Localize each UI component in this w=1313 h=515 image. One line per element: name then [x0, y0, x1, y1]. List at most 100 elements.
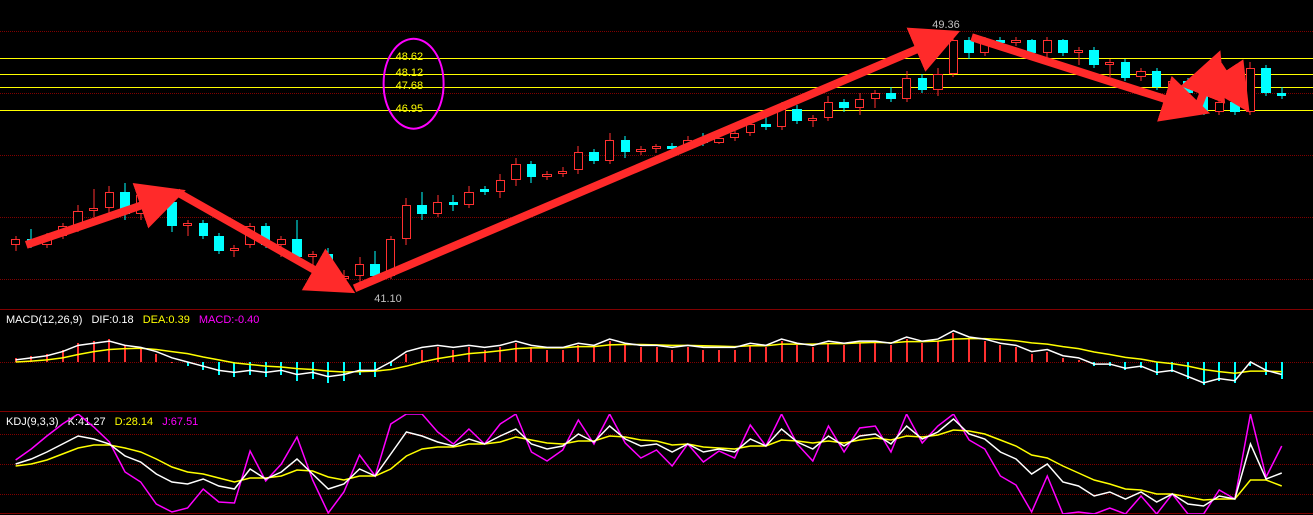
candle[interactable]	[308, 0, 317, 310]
candle[interactable]	[1261, 0, 1270, 310]
candle[interactable]	[855, 0, 864, 310]
candle[interactable]	[496, 0, 505, 310]
candle[interactable]	[152, 0, 161, 310]
candle[interactable]	[464, 0, 473, 310]
candle[interactable]	[636, 0, 645, 310]
macd-bar	[1109, 362, 1111, 366]
candle[interactable]	[1058, 0, 1067, 310]
candle[interactable]	[839, 0, 848, 310]
candle[interactable]	[1074, 0, 1083, 310]
candle[interactable]	[746, 0, 755, 310]
candle[interactable]	[1183, 0, 1192, 310]
candle[interactable]	[902, 0, 911, 310]
candle[interactable]	[1199, 0, 1208, 310]
candle[interactable]	[105, 0, 114, 310]
candle[interactable]	[996, 0, 1005, 310]
candle[interactable]	[730, 0, 739, 310]
macd-bar	[171, 362, 173, 363]
candle[interactable]	[1105, 0, 1114, 310]
candle[interactable]	[699, 0, 708, 310]
candle[interactable]	[574, 0, 583, 310]
candle[interactable]	[120, 0, 129, 310]
candle[interactable]	[355, 0, 364, 310]
candle[interactable]	[386, 0, 395, 310]
candle[interactable]	[417, 0, 426, 310]
candle[interactable]	[871, 0, 880, 310]
candle[interactable]	[527, 0, 536, 310]
candle[interactable]	[370, 0, 379, 310]
candle[interactable]	[1136, 0, 1145, 310]
candle[interactable]	[1215, 0, 1224, 310]
candle[interactable]	[1121, 0, 1130, 310]
candle[interactable]	[1277, 0, 1286, 310]
candle[interactable]	[214, 0, 223, 310]
candle[interactable]	[449, 0, 458, 310]
candle[interactable]	[1027, 0, 1036, 310]
macd-bar	[859, 343, 861, 362]
candle[interactable]	[777, 0, 786, 310]
candle[interactable]	[933, 0, 942, 310]
macd-panel[interactable]: MACD(12,26,9) DIF:0.18 DEA:0.39 MACD:-0.…	[0, 312, 1313, 412]
candle[interactable]	[824, 0, 833, 310]
candle[interactable]	[167, 0, 176, 310]
candle[interactable]	[542, 0, 551, 310]
candle[interactable]	[58, 0, 67, 310]
candle[interactable]	[73, 0, 82, 310]
macd-bar	[296, 362, 298, 381]
candle[interactable]	[1168, 0, 1177, 310]
candle[interactable]	[683, 0, 692, 310]
candle[interactable]	[886, 0, 895, 310]
candle[interactable]	[11, 0, 20, 310]
macd-bar	[1249, 362, 1251, 366]
candle[interactable]	[292, 0, 301, 310]
macd-bar	[249, 362, 251, 375]
kdj-panel[interactable]: KDJ(9,3,3) K:41.27 D:28.14 J:67.51	[0, 414, 1313, 514]
candle[interactable]	[324, 0, 333, 310]
macd-bar	[1265, 362, 1267, 375]
candle[interactable]	[808, 0, 817, 310]
candle[interactable]	[964, 0, 973, 310]
candle[interactable]	[27, 0, 36, 310]
candle[interactable]	[1246, 0, 1255, 310]
candle[interactable]	[667, 0, 676, 310]
macd-bar	[108, 339, 110, 362]
candle[interactable]	[433, 0, 442, 310]
candle[interactable]	[605, 0, 614, 310]
candle[interactable]	[261, 0, 270, 310]
candle[interactable]	[245, 0, 254, 310]
candle[interactable]	[480, 0, 489, 310]
macd-bar	[656, 347, 658, 362]
candle[interactable]	[761, 0, 770, 310]
candle[interactable]	[792, 0, 801, 310]
candle[interactable]	[652, 0, 661, 310]
candle[interactable]	[136, 0, 145, 310]
kdj-k-label: K:41.27	[68, 416, 106, 428]
candle[interactable]	[402, 0, 411, 310]
candle[interactable]	[1011, 0, 1020, 310]
candle[interactable]	[199, 0, 208, 310]
candle[interactable]	[621, 0, 630, 310]
candle[interactable]	[511, 0, 520, 310]
candle[interactable]	[230, 0, 239, 310]
candle[interactable]	[714, 0, 723, 310]
candle[interactable]	[949, 0, 958, 310]
candle[interactable]	[558, 0, 567, 310]
macd-bar	[1218, 362, 1220, 381]
candle[interactable]	[339, 0, 348, 310]
macd-bar	[1281, 362, 1283, 379]
candle[interactable]	[277, 0, 286, 310]
price-point-label: 49.36	[932, 19, 960, 31]
candle[interactable]	[918, 0, 927, 310]
candle[interactable]	[589, 0, 598, 310]
candle[interactable]	[980, 0, 989, 310]
macd-bar	[1140, 362, 1142, 368]
candle[interactable]	[1152, 0, 1161, 310]
candle[interactable]	[1043, 0, 1052, 310]
candle[interactable]	[89, 0, 98, 310]
candle[interactable]	[183, 0, 192, 310]
macd-bar	[202, 362, 204, 370]
price-panel[interactable]: 48.6248.1247.6846.9541.1049.36	[0, 0, 1313, 310]
candle[interactable]	[1089, 0, 1098, 310]
candle[interactable]	[1230, 0, 1239, 310]
candle[interactable]	[42, 0, 51, 310]
